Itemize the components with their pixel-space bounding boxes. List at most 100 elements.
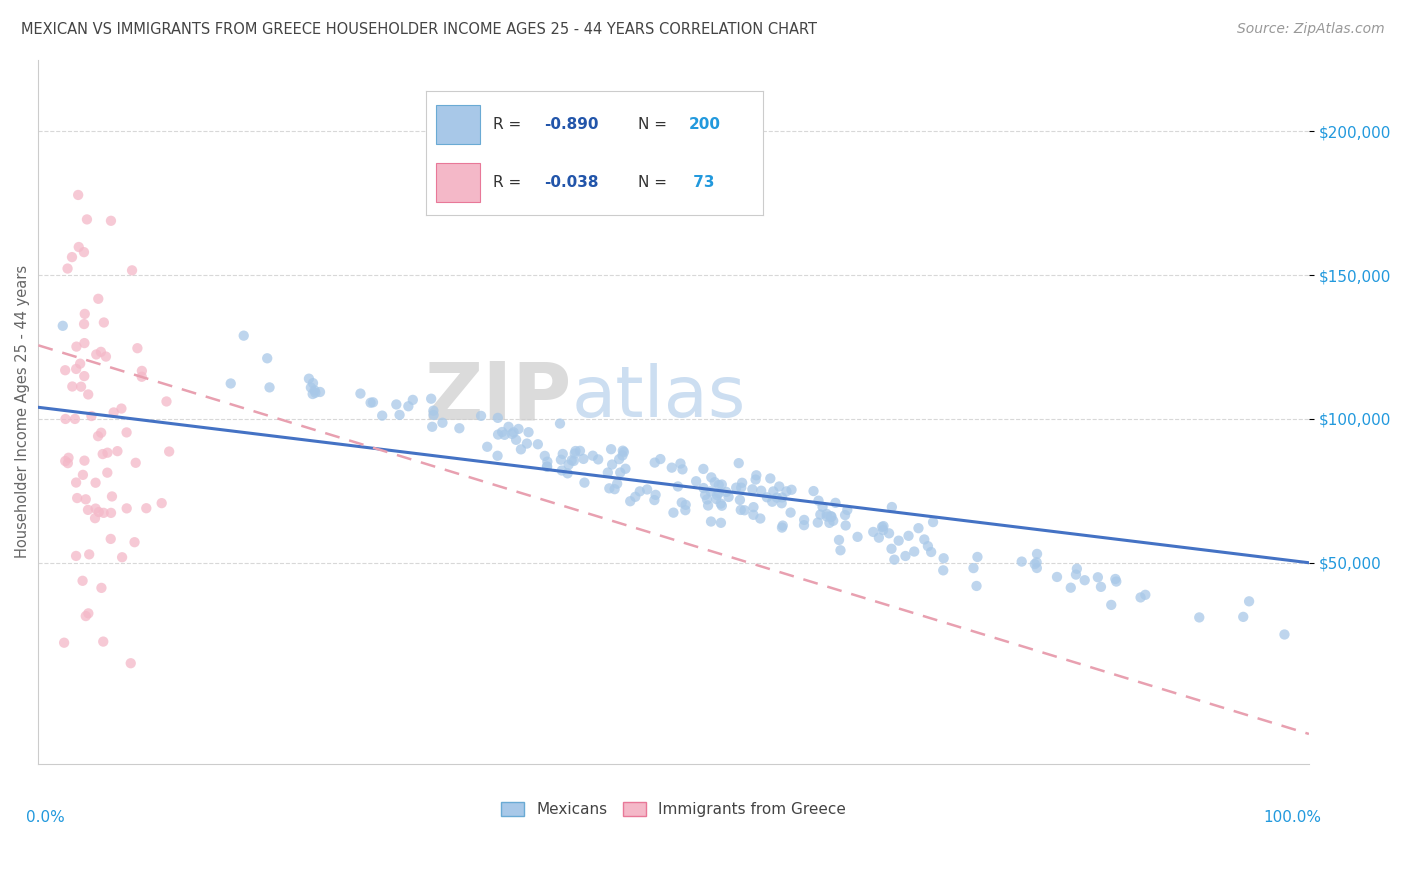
Mexicans <box>834 508 856 522</box>
Mexicans <box>486 427 509 442</box>
Mexicans <box>780 483 803 497</box>
Immigrants from Greece <box>56 456 79 470</box>
Mexicans <box>707 486 730 500</box>
Mexicans <box>685 474 707 488</box>
Mexicans <box>498 420 520 434</box>
Mexicans <box>824 496 846 510</box>
Mexicans <box>491 425 513 439</box>
Immigrants from Greece <box>87 429 110 443</box>
Mexicans <box>470 409 492 423</box>
Mexicans <box>361 395 384 409</box>
Mexicans <box>1026 547 1049 561</box>
Mexicans <box>808 508 831 522</box>
Mexicans <box>883 552 905 566</box>
Mexicans <box>1188 610 1211 624</box>
Mexicans <box>766 491 789 505</box>
Mexicans <box>828 533 851 547</box>
Mexicans <box>1060 581 1083 595</box>
Mexicans <box>823 514 845 528</box>
Mexicans <box>505 433 527 447</box>
Mexicans <box>1129 591 1152 605</box>
Mexicans <box>533 449 555 463</box>
Immigrants from Greece <box>100 214 122 228</box>
Immigrants from Greece <box>93 506 115 520</box>
Mexicans <box>661 460 683 475</box>
Mexicans <box>707 478 730 492</box>
Immigrants from Greece <box>73 369 96 384</box>
Mexicans <box>596 466 619 480</box>
Mexicans <box>219 376 242 391</box>
Mexicans <box>762 484 785 499</box>
Mexicans <box>232 328 254 343</box>
Immigrants from Greece <box>131 369 153 384</box>
Mexicans <box>613 445 636 459</box>
Immigrants from Greece <box>135 501 157 516</box>
Mexicans <box>662 506 685 520</box>
Mexicans <box>834 518 856 533</box>
Immigrants from Greece <box>76 212 98 227</box>
Mexicans <box>402 392 425 407</box>
Immigrants from Greece <box>91 447 114 461</box>
Immigrants from Greece <box>53 363 76 377</box>
Mexicans <box>761 494 783 508</box>
Mexicans <box>728 492 751 507</box>
Mexicans <box>619 494 641 508</box>
Mexicans <box>643 493 665 508</box>
Mexicans <box>820 509 842 524</box>
Mexicans <box>636 483 658 497</box>
Mexicans <box>501 426 523 441</box>
Mexicans <box>897 529 920 543</box>
Mexicans <box>666 479 689 493</box>
Y-axis label: Householder Income Ages 25 - 44 years: Householder Income Ages 25 - 44 years <box>15 265 30 558</box>
Mexicans <box>420 392 443 406</box>
Mexicans <box>612 443 634 458</box>
Immigrants from Greece <box>75 609 97 624</box>
Immigrants from Greece <box>73 336 96 351</box>
Mexicans <box>1066 562 1088 576</box>
Mexicans <box>644 488 666 502</box>
Mexicans <box>1024 557 1046 571</box>
Immigrants from Greece <box>65 549 87 563</box>
Mexicans <box>302 376 325 391</box>
Mexicans <box>807 493 830 508</box>
Mexicans <box>309 384 332 399</box>
Mexicans <box>396 399 419 413</box>
Mexicans <box>692 481 714 495</box>
Mexicans <box>966 579 988 593</box>
Mexicans <box>486 449 509 463</box>
Mexicans <box>600 442 623 457</box>
Mexicans <box>612 449 634 463</box>
Immigrants from Greece <box>73 307 96 321</box>
Text: atlas: atlas <box>572 363 747 432</box>
Mexicans <box>903 544 925 558</box>
Mexicans <box>917 539 939 553</box>
Immigrants from Greece <box>75 492 97 507</box>
Legend: Mexicans, Immigrants from Greece: Mexicans, Immigrants from Greece <box>495 796 852 823</box>
Immigrants from Greece <box>80 409 103 423</box>
Mexicans <box>749 511 772 525</box>
Immigrants from Greece <box>72 574 94 588</box>
Mexicans <box>710 516 733 530</box>
Text: ZIP: ZIP <box>425 359 572 436</box>
Mexicans <box>872 523 894 537</box>
Mexicans <box>606 476 628 491</box>
Mexicans <box>301 387 323 401</box>
Mexicans <box>700 470 723 484</box>
Mexicans <box>768 479 790 493</box>
Immigrants from Greece <box>77 607 100 621</box>
Mexicans <box>695 488 717 502</box>
Mexicans <box>962 561 984 575</box>
Mexicans <box>846 530 869 544</box>
Mexicans <box>669 457 692 471</box>
Immigrants from Greece <box>91 634 114 648</box>
Mexicans <box>697 499 720 513</box>
Mexicans <box>259 380 281 394</box>
Mexicans <box>742 500 765 515</box>
Mexicans <box>422 408 444 422</box>
Mexicans <box>510 442 533 457</box>
Immigrants from Greece <box>107 444 129 458</box>
Immigrants from Greece <box>121 263 143 277</box>
Mexicans <box>671 462 693 476</box>
Mexicans <box>494 427 516 442</box>
Mexicans <box>779 506 801 520</box>
